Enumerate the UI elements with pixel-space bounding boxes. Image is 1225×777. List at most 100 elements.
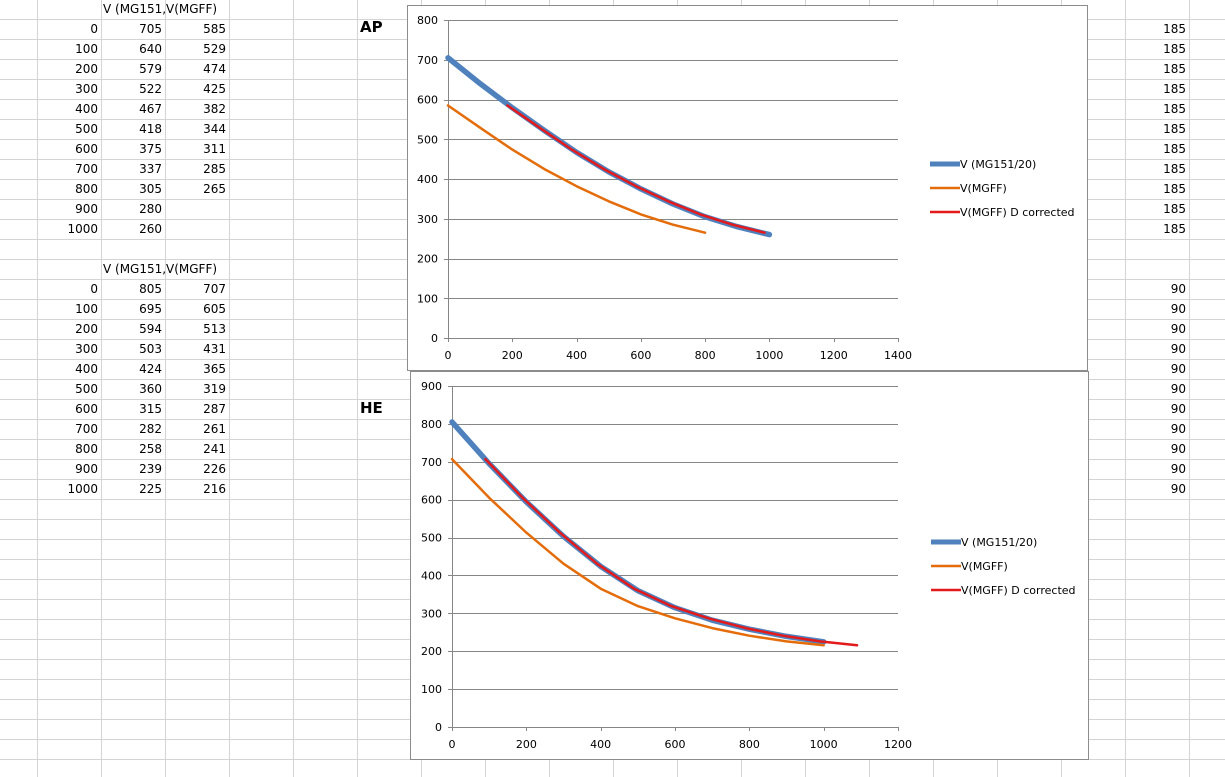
table-cell[interactable]: 90 <box>1170 462 1186 476</box>
table-cell[interactable]: 375 <box>139 142 162 156</box>
table-cell[interactable]: 640 <box>139 42 162 56</box>
table-cell[interactable]: 100 <box>75 42 98 56</box>
table-cell[interactable]: 90 <box>1170 362 1186 376</box>
table-cell[interactable]: 90 <box>1170 342 1186 356</box>
table-cell[interactable]: 100 <box>75 302 98 316</box>
table-cell[interactable]: 500 <box>75 122 98 136</box>
table-cell[interactable]: 600 <box>75 142 98 156</box>
table-cell[interactable]: 90 <box>1170 402 1186 416</box>
table-cell[interactable]: 260 <box>139 222 162 236</box>
table-cell[interactable]: 1000 <box>67 482 98 496</box>
table-cell[interactable]: 265 <box>203 182 226 196</box>
table-cell[interactable]: 344 <box>203 122 226 136</box>
table-cell[interactable]: 90 <box>1170 482 1186 496</box>
series-line[interactable] <box>506 104 766 234</box>
table-header-cell[interactable]: V (MG151, <box>103 262 167 276</box>
table-cell[interactable]: 800 <box>75 182 98 196</box>
table-cell[interactable]: 239 <box>139 462 162 476</box>
table-cell[interactable]: 315 <box>139 402 162 416</box>
table-cell[interactable]: 311 <box>203 142 226 156</box>
table-cell[interactable]: 600 <box>75 402 98 416</box>
table-cell[interactable]: 225 <box>139 482 162 496</box>
table-cell[interactable]: 185 <box>1163 162 1186 176</box>
table-cell[interactable]: 585 <box>203 22 226 36</box>
table-cell[interactable]: 503 <box>139 342 162 356</box>
table-cell[interactable]: 185 <box>1163 22 1186 36</box>
table-cell[interactable]: 285 <box>203 162 226 176</box>
table-cell[interactable]: 90 <box>1170 322 1186 336</box>
table-cell[interactable]: 365 <box>203 362 226 376</box>
table-cell[interactable]: 805 <box>139 282 162 296</box>
x-tick-label: 600 <box>665 738 686 751</box>
table-cell[interactable]: 280 <box>139 202 162 216</box>
table-cell[interactable]: 579 <box>139 62 162 76</box>
table-cell[interactable]: 287 <box>203 402 226 416</box>
table-cell[interactable]: 382 <box>203 102 226 116</box>
table-cell[interactable]: 431 <box>203 342 226 356</box>
table-cell[interactable]: 900 <box>75 202 98 216</box>
table-cell[interactable]: 90 <box>1170 382 1186 396</box>
table-cell[interactable]: 424 <box>139 362 162 376</box>
table-cell[interactable]: 513 <box>203 322 226 336</box>
table-cell[interactable]: 185 <box>1163 102 1186 116</box>
series-line[interactable] <box>450 457 825 647</box>
table-cell[interactable]: 90 <box>1170 282 1186 296</box>
series-line[interactable] <box>449 419 827 645</box>
chart-ap[interactable]: 0 100 200 300 400 500 600 700 800 0 200 400 600 800 10… <box>407 5 1088 371</box>
table-cell[interactable]: 705 <box>139 22 162 36</box>
table-cell[interactable]: 700 <box>75 162 98 176</box>
table-cell[interactable]: 305 <box>139 182 162 196</box>
table-cell[interactable]: 474 <box>203 62 226 76</box>
table-cell[interactable]: 185 <box>1163 62 1186 76</box>
table-cell[interactable]: 605 <box>203 302 226 316</box>
table-cell[interactable]: 300 <box>75 82 98 96</box>
table-header-cell[interactable]: V (MG151, <box>103 2 167 16</box>
table-cell[interactable]: 226 <box>203 462 226 476</box>
table-cell[interactable]: 261 <box>203 422 226 436</box>
table-cell[interactable]: 185 <box>1163 42 1186 56</box>
table-cell[interactable]: 707 <box>203 282 226 296</box>
table-header-cell[interactable]: V(MGFF) <box>166 2 218 16</box>
table-cell[interactable]: 0 <box>90 282 98 296</box>
table-cell[interactable]: 200 <box>75 322 98 336</box>
table-cell[interactable]: 200 <box>75 62 98 76</box>
table-cell[interactable]: 216 <box>203 482 226 496</box>
table-cell[interactable]: 319 <box>203 382 226 396</box>
table-cell[interactable]: 360 <box>139 382 162 396</box>
table-cell[interactable]: 529 <box>203 42 226 56</box>
series-line[interactable] <box>445 55 773 238</box>
table-cell[interactable]: 467 <box>139 102 162 116</box>
table-cell[interactable]: 90 <box>1170 302 1186 316</box>
table-cell[interactable]: 594 <box>139 322 162 336</box>
table-cell[interactable]: 400 <box>75 362 98 376</box>
series-line[interactable] <box>446 104 707 234</box>
table-cell[interactable]: 337 <box>139 162 162 176</box>
table-cell[interactable]: 282 <box>139 422 162 436</box>
table-cell[interactable]: 90 <box>1170 442 1186 456</box>
table-cell[interactable]: 300 <box>75 342 98 356</box>
table-cell[interactable]: 258 <box>139 442 162 456</box>
table-header-cell[interactable]: V(MGFF) <box>166 262 218 276</box>
label-ap: AP <box>360 18 383 36</box>
table-cell[interactable]: 185 <box>1163 182 1186 196</box>
table-cell[interactable]: 800 <box>75 442 98 456</box>
table-cell[interactable]: 0 <box>90 22 98 36</box>
table-cell[interactable]: 400 <box>75 102 98 116</box>
table-cell[interactable]: 900 <box>75 462 98 476</box>
table-cell[interactable]: 522 <box>139 82 162 96</box>
table-cell[interactable]: 185 <box>1163 122 1186 136</box>
table-cell[interactable]: 90 <box>1170 422 1186 436</box>
table-cell[interactable]: 185 <box>1163 222 1186 236</box>
table-cell[interactable]: 241 <box>203 442 226 456</box>
table-cell[interactable]: 700 <box>75 422 98 436</box>
table-cell[interactable]: 425 <box>203 82 226 96</box>
table-cell[interactable]: 185 <box>1163 202 1186 216</box>
chart-he[interactable]: 0 100 200 300 400 500 600 700 800 900 0 200 400 600 80… <box>410 371 1089 760</box>
table-cell[interactable]: 1000 <box>67 222 98 236</box>
table-cell[interactable]: 695 <box>139 302 162 316</box>
table-cell[interactable]: 185 <box>1163 142 1186 156</box>
table-cell[interactable]: 185 <box>1163 82 1186 96</box>
table-cell[interactable]: 500 <box>75 382 98 396</box>
table-cell[interactable]: 418 <box>139 122 162 136</box>
series-line[interactable] <box>484 457 859 647</box>
